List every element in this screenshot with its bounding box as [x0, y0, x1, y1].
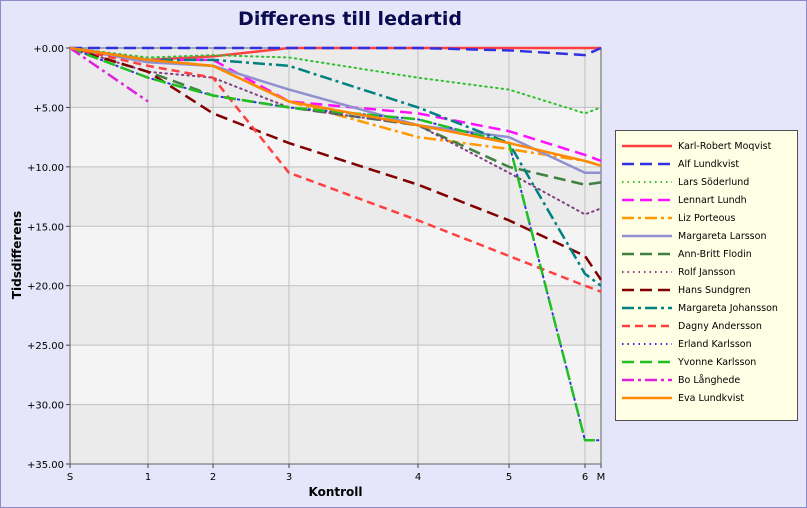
- legend-label: Eva Lundkvist: [678, 392, 745, 404]
- legend-swatch: [622, 378, 672, 382]
- legend-swatch: [622, 252, 672, 256]
- legend-swatch: [622, 234, 672, 238]
- plot-band: [70, 404, 601, 464]
- x-tick-label: M: [597, 472, 606, 483]
- legend-item: Yvonne Karlsson: [616, 353, 797, 371]
- legend-swatch: [622, 271, 672, 273]
- x-tick-label: 2: [210, 472, 216, 483]
- x-tick-label: 5: [506, 472, 512, 483]
- plot-background: [70, 48, 601, 464]
- series-line-lars-s-derlund: [69, 47, 602, 115]
- legend-item: Margareta Larsson: [616, 227, 797, 245]
- legend-item: Lennart Lundh: [616, 191, 797, 209]
- y-tick-label: +10.00: [27, 163, 64, 174]
- legend-label: Bo Långhede: [678, 374, 741, 386]
- legend-label: Liz Porteous: [678, 212, 736, 224]
- legend: Karl-Robert Moqvist Alf Lundkvist Lars Söd…: [615, 130, 798, 421]
- legend-item: Erland Karlsson: [616, 335, 797, 353]
- legend-swatch: [622, 144, 672, 148]
- legend-item: Liz Porteous: [616, 209, 797, 227]
- legend-label: Margareta Larsson: [678, 230, 767, 242]
- legend-swatch: [622, 324, 672, 328]
- legend-swatch: [622, 181, 672, 183]
- legend-label: Lennart Lundh: [678, 194, 747, 206]
- legend-item: Margareta Johansson: [616, 299, 797, 317]
- y-tick-label: +15.00: [27, 222, 64, 233]
- legend-label: Yvonne Karlsson: [678, 356, 757, 368]
- legend-label: Lars Söderlund: [678, 176, 750, 188]
- y-tick-label: +30.00: [27, 401, 64, 412]
- x-tick-label: 6: [582, 472, 588, 483]
- legend-item: Ann-Britt Flodin: [616, 245, 797, 263]
- series-line-dagny-andersson: [69, 46, 602, 293]
- legend-label: Ann-Britt Flodin: [678, 248, 752, 260]
- legend-label: Hans Sundgren: [678, 284, 751, 296]
- legend-swatch: [622, 216, 672, 220]
- legend-label: Rolf Jansson: [678, 266, 736, 278]
- legend-swatch: [622, 343, 672, 345]
- plot-band: [70, 166, 601, 227]
- series-line-bo-l-nghede: [69, 46, 149, 103]
- plot-band: [70, 48, 601, 108]
- legend-swatch: [622, 360, 672, 364]
- legend-item: Bo Långhede: [616, 371, 797, 389]
- legend-swatch: [622, 288, 672, 292]
- legend-label: Dagny Andersson: [678, 320, 762, 332]
- legend-swatch: [622, 396, 672, 400]
- legend-item: Alf Lundkvist: [616, 155, 797, 173]
- series-line-eva-lundkvist: [69, 46, 602, 167]
- legend-label: Margareta Johansson: [678, 302, 778, 314]
- plot-band: [70, 285, 601, 346]
- x-tick-label: 1: [145, 472, 151, 483]
- series-line-rolf-jansson: [69, 47, 602, 216]
- legend-label: Karl-Robert Moqvist: [678, 140, 772, 152]
- legend-item: Hans Sundgren: [616, 281, 797, 299]
- series-line-margareta-larsson: [69, 46, 601, 175]
- legend-item: Lars Söderlund: [616, 173, 797, 191]
- series-line-margareta-johansson: [69, 46, 602, 287]
- legend-label: Alf Lundkvist: [678, 158, 740, 170]
- x-axis-title: Kontroll: [308, 485, 363, 499]
- x-tick-label: 4: [415, 472, 421, 483]
- legend-swatch: [622, 162, 672, 166]
- y-tick-label: +0.00: [33, 44, 64, 55]
- y-tick-label: +25.00: [27, 341, 64, 352]
- y-tick-label: +20.00: [27, 282, 64, 293]
- legend-item: Rolf Jansson: [616, 263, 797, 281]
- x-tick-label: S: [67, 472, 73, 483]
- legend-swatch: [622, 306, 672, 310]
- legend-swatch: [622, 198, 672, 202]
- series-line-karl-robert-moqvist: [69, 46, 601, 62]
- legend-label: Erland Karlsson: [678, 338, 752, 350]
- legend-item: Eva Lundkvist: [616, 389, 797, 407]
- x-tick-label: 3: [286, 472, 292, 483]
- y-tick-label: +5.00: [33, 103, 64, 114]
- chart-title: Differens till ledartid: [238, 8, 462, 30]
- legend-item: Karl-Robert Moqvist: [616, 137, 797, 155]
- y-tick-label: +35.00: [27, 460, 64, 471]
- legend-item: Dagny Andersson: [616, 317, 797, 335]
